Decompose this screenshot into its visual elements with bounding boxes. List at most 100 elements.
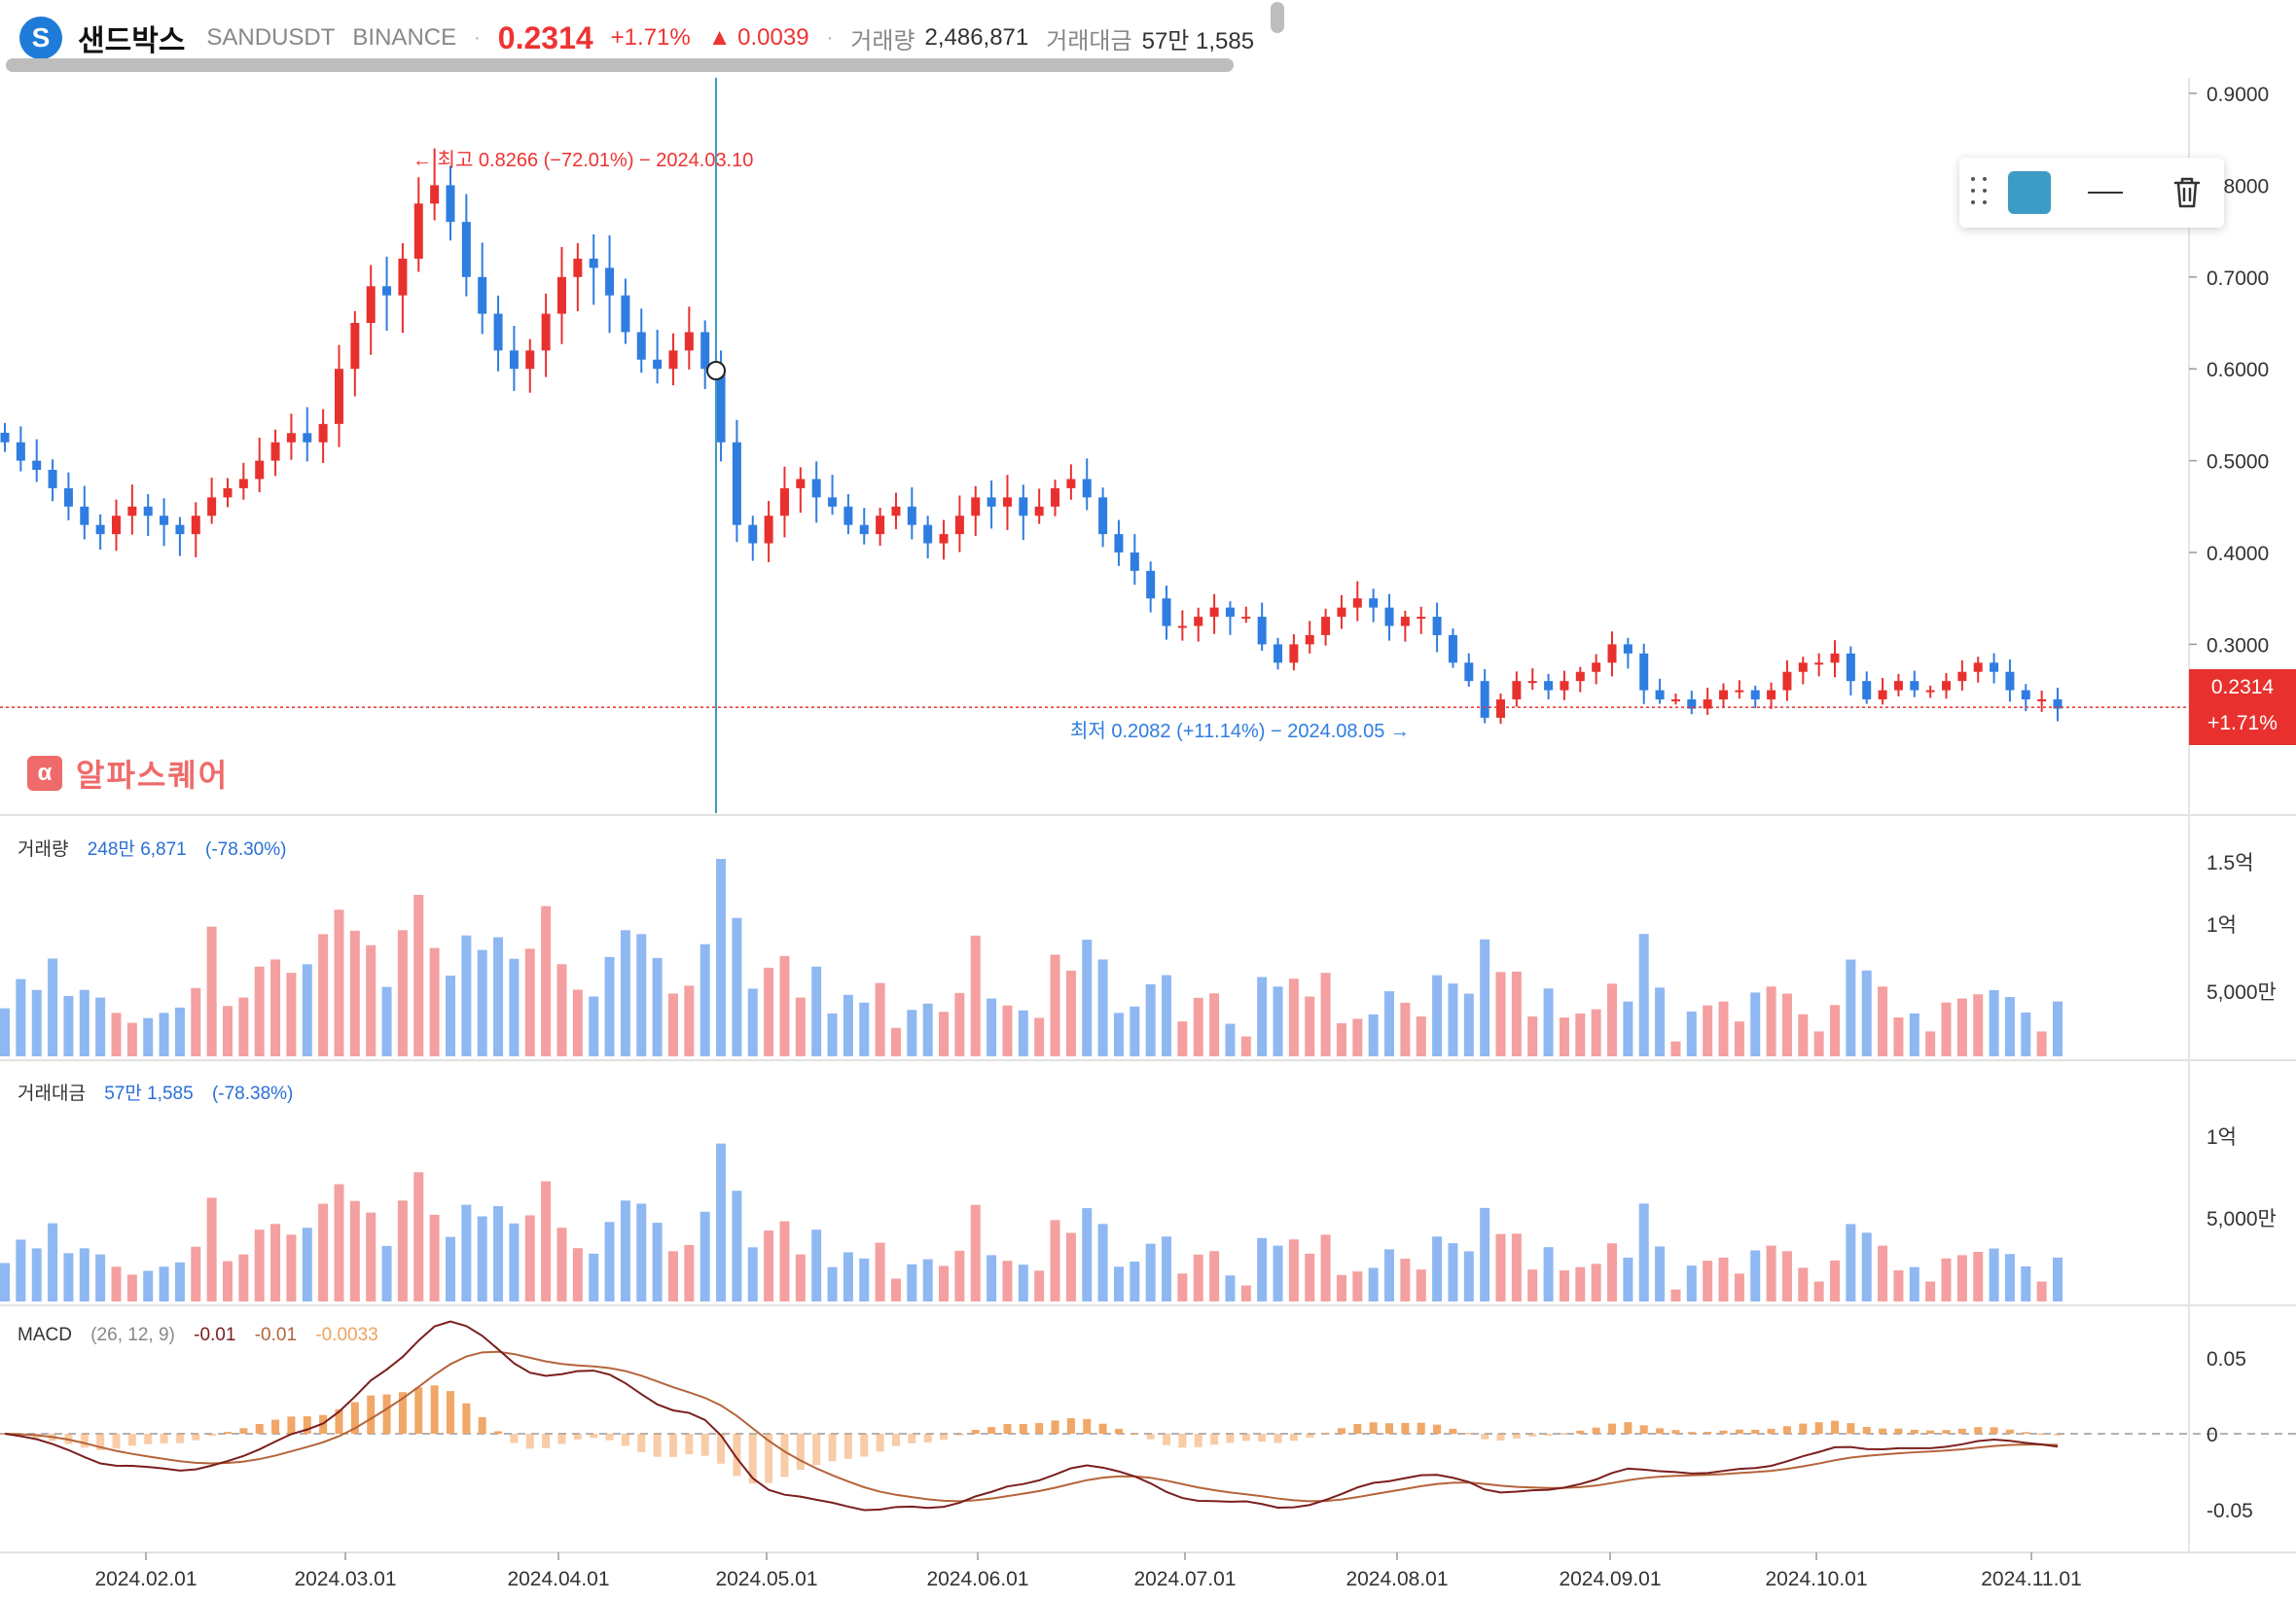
amount-bar [1511,1233,1522,1301]
volume-bar [1320,973,1331,1056]
line-style-icon[interactable] [2088,192,2123,194]
volume-pane-pct: (-78.30%) [205,839,287,860]
crosshair-marker [706,361,726,380]
macd-histogram-bar [2037,1433,2046,1435]
candle-body [1655,690,1665,700]
volume-bar [939,1012,950,1056]
macd-histogram-bar [557,1434,566,1444]
amount-bar [1193,1254,1203,1301]
amount-bar [111,1266,122,1301]
amount-bar [589,1253,599,1301]
macd-histogram-bar [1417,1422,1425,1434]
volume-bar [1305,996,1315,1056]
macd-histogram-bar [780,1434,789,1478]
volume-bar [667,993,678,1056]
macd-histogram-bar [1289,1434,1298,1442]
macd-histogram-bar [335,1408,343,1434]
macd-histogram-bar [1926,1430,1935,1434]
amount-pane-value: 57만 1,585 [104,1084,194,1104]
macd-histogram-bar [1751,1429,1760,1434]
coin-name[interactable]: 샌드박스 [78,25,186,57]
macd-histogram-bar [668,1434,677,1457]
volume-bar [620,930,630,1056]
volume-bar [1257,977,1268,1056]
candle-body [2053,699,2063,709]
date-tick-label: 2024.11.01 [1981,1568,2082,1590]
macd-histogram-bar [223,1432,232,1434]
separator: · [826,26,834,49]
trash-icon[interactable] [2168,173,2206,212]
macd-histogram-bar [1066,1417,1075,1434]
candle-body [413,203,423,259]
candle-body [1846,653,1855,682]
amount-bar [667,1251,678,1301]
amount-bar [1559,1270,1569,1301]
macd-signal-value: -0.01 [254,1325,298,1345]
date-tick-label: 2024.02.01 [94,1568,197,1590]
macd-histogram-bar [1831,1420,1840,1434]
macd-histogram-bar [1098,1423,1107,1434]
macd-histogram-bar [653,1434,662,1457]
candle-body [1464,662,1474,682]
macd-histogram-bar [1512,1434,1521,1439]
volume-bar [764,967,774,1056]
header-vertical-scrollbar[interactable] [1271,2,1284,33]
amount-bar [827,1266,838,1301]
volume-axis-label: 5,000만 [2206,981,2277,1004]
volume-bar [1240,1036,1251,1056]
amount-bar [79,1248,90,1301]
amount-bar [1288,1239,1299,1301]
candle-body [556,276,566,314]
amount-bar [1145,1243,1156,1301]
candle-body [1146,570,1156,599]
amount-bar [461,1204,472,1301]
line-color-swatch[interactable] [2008,171,2051,214]
amount-pane-label: 거래대금 [18,1084,86,1104]
macd-histogram-bar [1608,1423,1617,1434]
macd-histogram-bar [1639,1425,1648,1434]
volume-bar [445,975,455,1056]
amount-bar [1781,1251,1792,1301]
candle-body [1305,634,1314,645]
amount-bar [1225,1275,1236,1301]
macd-histogram-bar [1226,1434,1235,1443]
amount-bar [1655,1246,1666,1301]
amount-bar [811,1229,822,1301]
macd-histogram-bar [1337,1428,1345,1434]
drag-handle-icon[interactable] [1971,177,1991,208]
volume-bar [1703,1005,1713,1056]
macd-histogram-bar [1592,1427,1600,1434]
volume-bar [1082,940,1093,1056]
volume-bar [31,989,42,1056]
volume-bar [1861,970,1872,1056]
candle-body [1893,681,1903,691]
candle-body [32,460,42,471]
candle-body [1878,690,1887,700]
candle-body [1384,607,1394,626]
macd-histogram-bar [1624,1422,1632,1434]
amount-bar [1432,1236,1443,1301]
volume-bar [1209,993,1220,1056]
amount-bar [1002,1261,1013,1301]
volume-bar [143,1017,154,1056]
volume-pane-title: 거래량 248만 6,871 (-78.30%) [18,835,300,861]
candle-body [303,433,312,443]
candle-body [1337,607,1346,618]
volume-bar [63,995,74,1056]
amount-bar [445,1236,455,1301]
amount-bar [1305,1253,1315,1301]
volume-bar [1781,993,1792,1056]
macd-histogram-bar [1957,1428,1966,1434]
volume-bar [1145,983,1156,1056]
macd-histogram-bar [478,1416,486,1434]
amount-bar [1750,1250,1761,1301]
amount-bar [1956,1255,1967,1301]
candle-body [461,222,471,277]
price-tick-label: 0.7000 [2206,267,2269,290]
last-change: +1.71% [2207,712,2278,735]
amount-bar [191,1246,201,1301]
volume-bar [1018,1010,1028,1056]
header-horizontal-scrollbar[interactable] [6,58,1234,72]
candle-body [1814,662,1824,665]
